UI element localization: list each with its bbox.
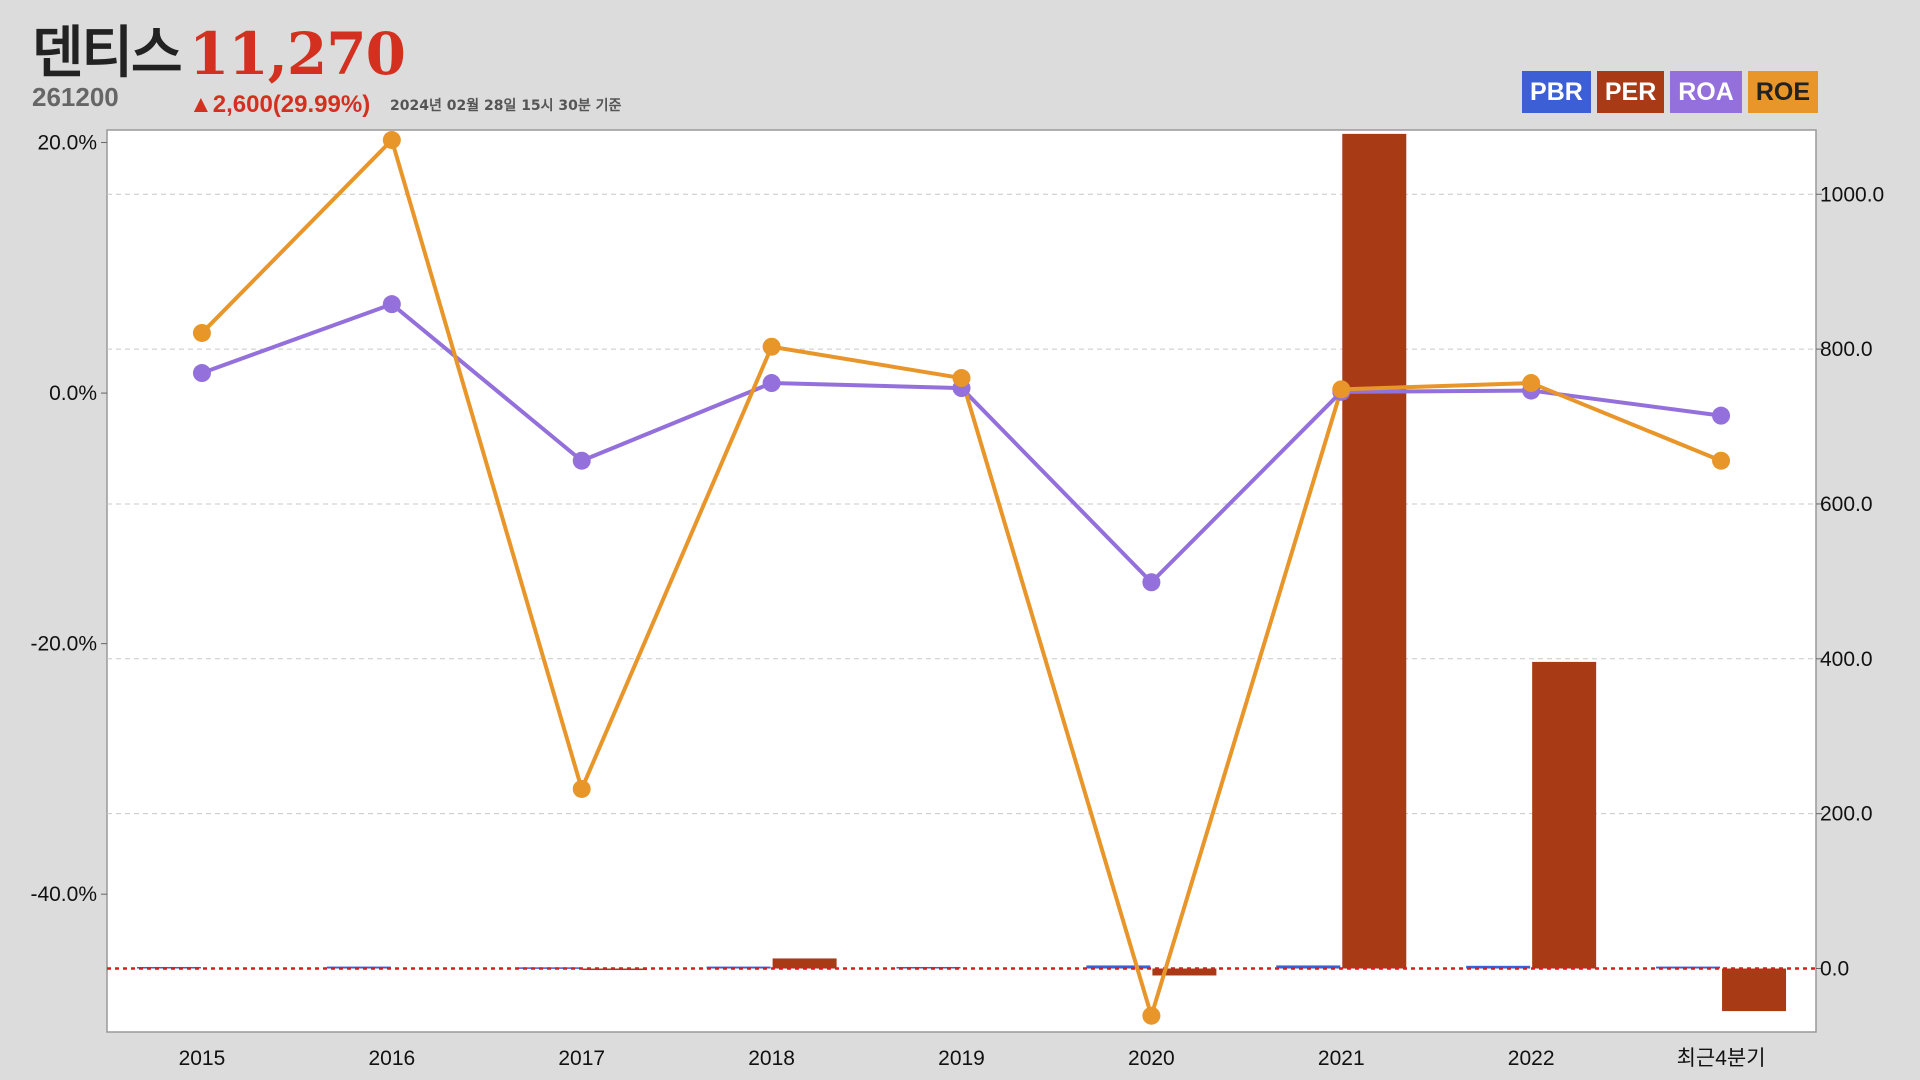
roa-point: [572, 451, 591, 470]
x-tick-label: 2017: [558, 1047, 605, 1070]
stock-code: 261200: [32, 82, 119, 112]
roe-point: [1522, 374, 1541, 393]
per-bar: [772, 958, 837, 969]
roe-point: [382, 131, 401, 150]
pbr-bar: [1276, 965, 1341, 969]
left-tick-label: 0.0%: [49, 382, 97, 405]
roa-point: [192, 364, 211, 383]
pbr-bar: [136, 966, 201, 969]
x-tick-label: 2022: [1508, 1047, 1555, 1070]
legend-roe[interactable]: ROE: [1747, 71, 1818, 113]
right-tick-label: 200.0: [1820, 803, 1873, 826]
roe-point: [952, 369, 971, 388]
roe-point: [1332, 380, 1351, 399]
roe-point: [762, 337, 781, 356]
legend-pbr[interactable]: PBR: [1522, 71, 1591, 113]
pbr-bar: [1656, 966, 1721, 969]
roe-point: [572, 779, 591, 798]
pbr-bar: [896, 966, 961, 969]
price-change: ▲2,600(29.99%): [189, 91, 371, 118]
pbr-bar: [706, 966, 771, 969]
right-tick-label: 400.0: [1820, 648, 1873, 671]
per-bar: [1152, 968, 1217, 976]
stock-header: 덴티스 11,270 261200 ▲2,600(29.99%) 2024년 0…: [32, 22, 1892, 122]
roe-point: [1142, 1006, 1161, 1025]
left-tick-label: -20.0%: [30, 633, 97, 656]
x-tick-label: 최근4분기: [1677, 1047, 1766, 1070]
pbr-bar: [1086, 965, 1151, 969]
right-tick-label: 0.0: [1820, 958, 1849, 981]
left-tick-label: 20.0%: [37, 132, 97, 155]
roa-point: [1712, 406, 1731, 425]
x-tick-label: 2021: [1318, 1047, 1365, 1070]
legend: PBR PER ROA ROE: [1522, 71, 1818, 113]
left-tick-label: -40.0%: [30, 883, 97, 906]
x-tick-label: 2019: [938, 1047, 985, 1070]
stock-name: 덴티스: [32, 21, 183, 86]
timestamp: 2024년 02월 28일 15시 30분 기준: [390, 98, 622, 114]
per-bar: [1342, 133, 1407, 969]
per-bar: [1722, 968, 1787, 1012]
x-tick-label: 2015: [179, 1047, 226, 1070]
right-tick-label: 600.0: [1820, 493, 1873, 516]
pbr-bar: [1466, 965, 1531, 969]
legend-roa[interactable]: ROA: [1670, 71, 1742, 113]
plot-area: [106, 129, 1817, 1033]
roe-point: [192, 323, 211, 342]
roa-point: [382, 295, 401, 314]
x-tick-label: 2016: [368, 1047, 415, 1070]
stock-price: 11,270: [189, 20, 406, 88]
x-tick-label: 2020: [1128, 1047, 1175, 1070]
legend-per[interactable]: PER: [1596, 71, 1665, 113]
roa-point: [1142, 573, 1161, 592]
right-tick-label: 800.0: [1820, 338, 1873, 361]
roa-point: [762, 374, 781, 393]
x-tick-label: 2018: [748, 1047, 795, 1070]
right-tick-label: 1000.0: [1820, 183, 1884, 206]
per-bar: [1532, 661, 1597, 969]
roe-point: [1712, 451, 1731, 470]
